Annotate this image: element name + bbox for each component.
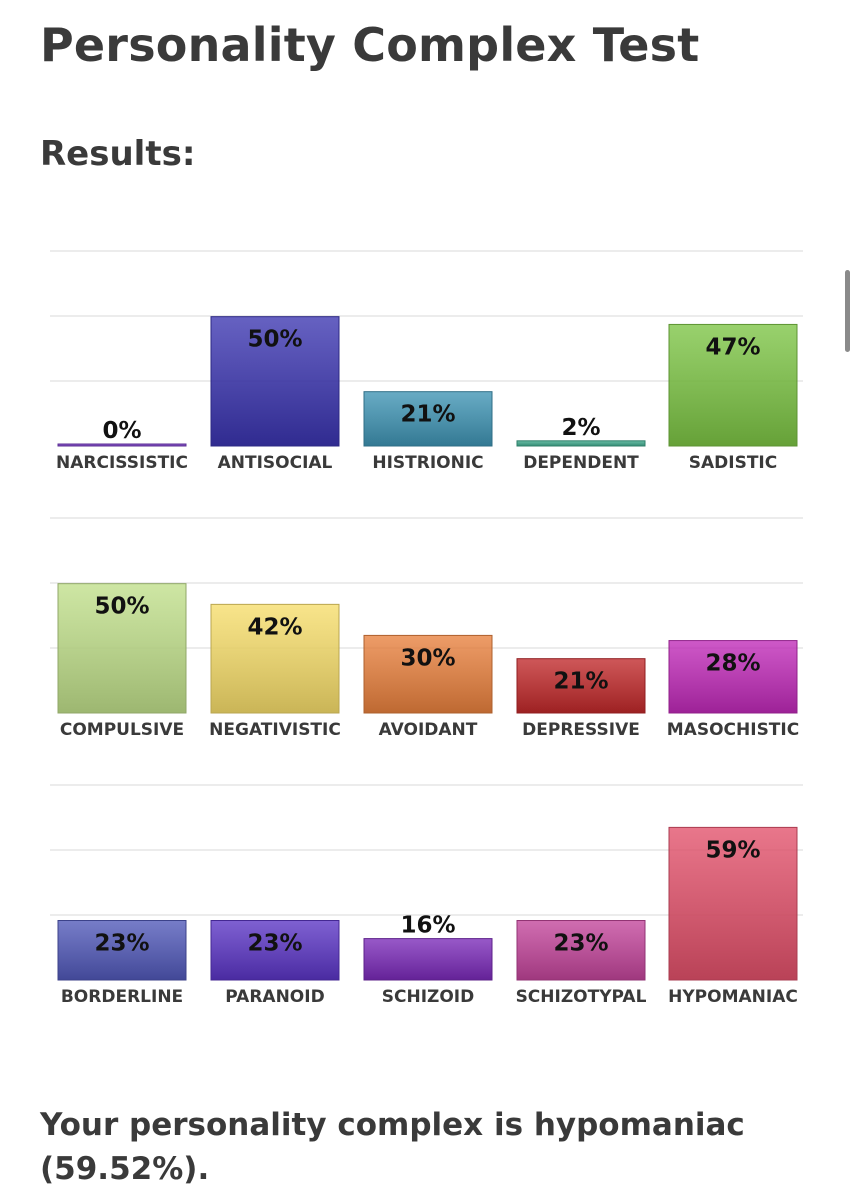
value-label: 23%: [94, 931, 149, 957]
bar-compulsive: [57, 583, 187, 714]
results-heading: Results:: [40, 134, 196, 174]
bar-negativistic: [210, 603, 340, 714]
results-chart-row-3: 23% BORDERLINE 23% PARANOID 16% SCHIZOID 23% SC…: [0, 774, 853, 1014]
bar-chart-svg: 23% BORDERLINE 23% PARANOID 16% SCHIZOID 23% SC…: [50, 784, 803, 1007]
category-label: SADISTIC: [689, 453, 777, 473]
value-label: 2%: [561, 415, 600, 441]
category-label: ANTISOCIAL: [218, 453, 333, 473]
bar-avoidant: [363, 634, 493, 714]
value-label: 21%: [553, 669, 608, 695]
category-label: MASOCHISTIC: [667, 720, 799, 740]
value-label: 23%: [553, 931, 608, 957]
value-label: 59%: [705, 837, 760, 863]
category-label: BORDERLINE: [61, 987, 183, 1007]
bar-chart-svg: 50% COMPULSIVE 42% NEGATIVISTIC 30% AVOIDANT 2…: [50, 517, 803, 740]
category-label: NARCISSISTIC: [56, 453, 188, 473]
bar-hypomaniac: [668, 826, 798, 981]
result-summary: Your personality complex is hypomaniac (…: [40, 1107, 745, 1187]
scrollbar-thumb[interactable]: [845, 270, 850, 352]
value-label: 50%: [247, 327, 302, 353]
bar-sadistic: [668, 323, 798, 447]
category-label: COMPULSIVE: [60, 720, 184, 740]
value-label: 0%: [102, 418, 141, 444]
value-label: 21%: [400, 402, 455, 428]
category-label: HISTRIONIC: [372, 453, 483, 473]
bar-paranoid: [210, 920, 340, 981]
bar-masochistic: [668, 640, 798, 714]
value-label: 50%: [94, 594, 149, 620]
value-label: 30%: [400, 645, 455, 671]
bar-borderline: [57, 920, 187, 981]
bar-depressive: [516, 658, 646, 714]
value-label: 47%: [705, 334, 760, 360]
value-label: 16%: [400, 913, 455, 939]
bar-antisocial: [210, 316, 340, 447]
category-label: AVOIDANT: [379, 720, 478, 740]
bar-chart-svg: 0% NARCISSISTIC 50% ANTISOCIAL 21% HISTRIONIC…: [50, 250, 803, 473]
category-label: NEGATIVISTIC: [209, 720, 341, 740]
bar-schizotypal: [516, 920, 646, 981]
page-title: Personality Complex Test: [40, 18, 700, 72]
bar-schizoid: [363, 938, 493, 981]
category-label: HYPOMANIAC: [668, 987, 798, 1007]
value-label: 23%: [247, 931, 302, 957]
results-chart-row-1: 0% NARCISSISTIC 50% ANTISOCIAL 21% HISTRIONIC…: [0, 240, 853, 480]
category-label: PARANOID: [225, 987, 324, 1007]
value-label: 28%: [705, 651, 760, 677]
bar-narcissistic: [57, 443, 187, 447]
bar-dependent: [516, 440, 646, 447]
category-label: SCHIZOID: [382, 987, 475, 1007]
category-label: DEPENDENT: [523, 453, 639, 473]
results-chart-row-2: 50% COMPULSIVE 42% NEGATIVISTIC 30% AVOIDANT 2…: [0, 507, 853, 747]
category-label: SCHIZOTYPAL: [516, 987, 647, 1007]
bar-histrionic: [363, 391, 493, 447]
value-label: 42%: [247, 614, 302, 640]
category-label: DEPRESSIVE: [522, 720, 640, 740]
